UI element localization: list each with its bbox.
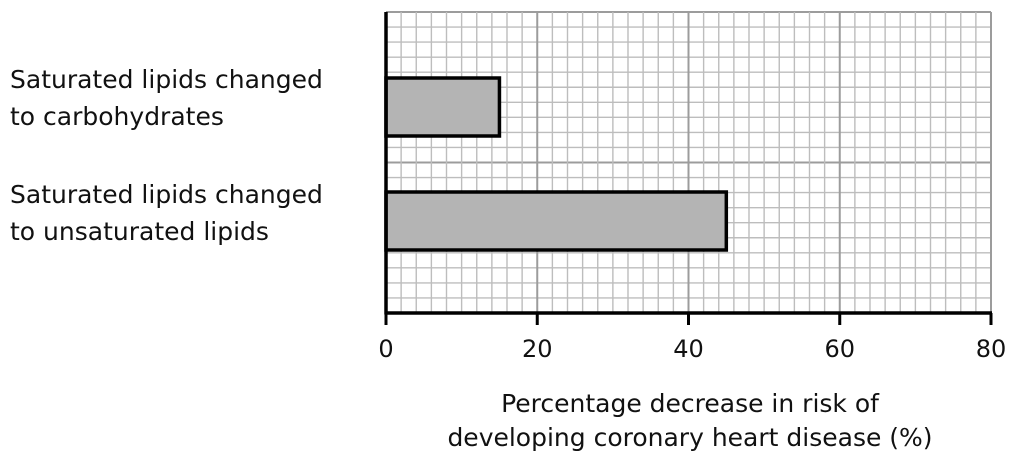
chart-grid [385,11,992,314]
x-axis-title: Percentage decrease in risk of [501,389,880,418]
x-tick-label: 0 [378,335,393,363]
bar [384,76,502,138]
chart-labels: 0 20 40 60 80 Saturated lipids changed to carb… [10,65,1006,452]
category-label: to unsaturated lipids [10,217,269,246]
x-axis-title: developing coronary heart disease (%) [447,423,932,452]
chart-bars [384,76,729,252]
bar [384,190,729,252]
x-tick-label: 80 [976,335,1007,363]
x-tick-label: 40 [673,335,704,363]
chart-axes [384,12,993,325]
x-tick-label: 20 [522,335,553,363]
category-label: to carbohydrates [10,102,224,131]
x-tick-label: 60 [824,335,855,363]
category-label: Saturated lipids changed [10,65,323,94]
category-label: Saturated lipids changed [10,180,323,209]
